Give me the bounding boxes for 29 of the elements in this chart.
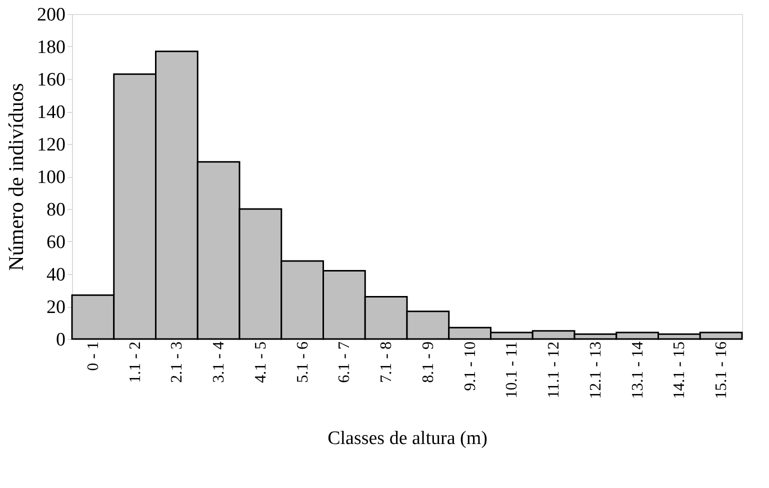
y-tick-label: 80 xyxy=(46,200,66,220)
x-axis-title: Classes de altura (m) xyxy=(328,428,488,449)
x-tick-label: 1.1 - 2 xyxy=(126,342,144,383)
x-tick-label: 0 - 1 xyxy=(84,342,102,371)
x-tick-label: 2.1 - 3 xyxy=(168,342,186,383)
x-tick-label: 3.1 - 4 xyxy=(210,342,228,383)
y-tick-label: 0 xyxy=(56,330,66,350)
y-tick-label: 140 xyxy=(37,102,66,123)
y-tick-label: 200 xyxy=(37,4,66,26)
y-tick-label: 60 xyxy=(46,232,66,253)
x-tick-label: 6.1 - 7 xyxy=(336,342,354,383)
x-tick-label: 8.1 - 9 xyxy=(420,342,437,383)
x-tick-label: 12.1 - 13 xyxy=(587,342,604,399)
x-tick-label: 11.1 - 12 xyxy=(546,342,563,398)
y-tick-label: 120 xyxy=(37,134,66,156)
x-tick-label: 13.1 - 14 xyxy=(629,342,646,399)
x-tick-label: 5.1 - 6 xyxy=(294,342,312,383)
x-tick-label: 7.1 - 8 xyxy=(378,342,396,383)
y-tick-label: 40 xyxy=(46,264,66,286)
x-tick-label: 15.1 - 16 xyxy=(713,342,730,399)
y-axis-title: Número de indivíduos xyxy=(4,83,28,271)
x-tick-label: 9.1 - 10 xyxy=(462,342,479,391)
x-tick-label: 14.1 - 15 xyxy=(671,342,688,399)
y-tick-label: 180 xyxy=(37,37,66,58)
y-tick-label: 20 xyxy=(46,297,66,318)
y-tick-label: 160 xyxy=(37,70,66,90)
x-tick-label: 4.1 - 5 xyxy=(252,342,270,383)
x-tick-label: 10.1 - 11 xyxy=(504,342,521,398)
y-tick-label: 100 xyxy=(37,167,66,188)
